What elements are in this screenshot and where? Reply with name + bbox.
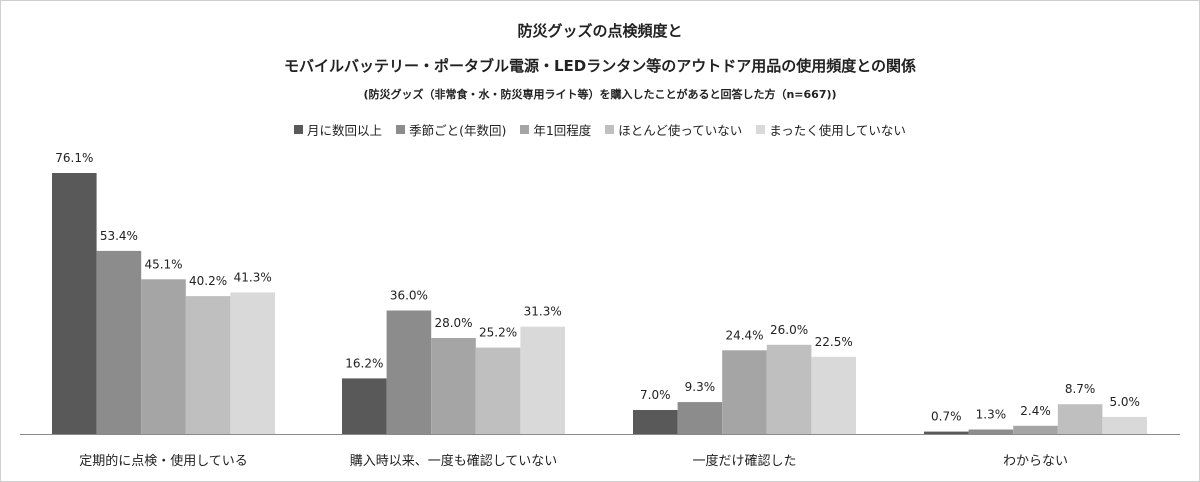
data-label: 53.4% [100, 229, 138, 243]
data-label: 1.3% [976, 408, 1007, 422]
data-label: 41.3% [234, 270, 272, 284]
bar [141, 279, 186, 434]
bar [968, 429, 1014, 434]
data-label: 28.0% [434, 316, 472, 330]
bar [475, 347, 521, 434]
category-label: 購入時以来、一度も確認していない [350, 453, 558, 469]
legend-item: 季節ごと(年数回) [396, 120, 506, 139]
data-label: 0.7% [931, 410, 962, 424]
legend-item: 月に数回以上 [294, 120, 382, 139]
data-label: 45.1% [144, 257, 182, 271]
chart-title-line1: 防災グッズの点検頻度と [517, 22, 683, 40]
legend-swatch [396, 125, 406, 134]
bar [1013, 425, 1058, 434]
bar [924, 431, 969, 434]
legend-label: 年1回程度 [533, 123, 592, 138]
legend-item: まったく使用していない [756, 120, 906, 139]
legend-label: ほとんど使っていない [618, 123, 743, 138]
bar [96, 250, 142, 434]
bar [766, 344, 812, 434]
legend-item: ほとんど使っていない [605, 120, 742, 139]
bar [431, 338, 476, 434]
data-label: 22.5% [815, 335, 853, 349]
bar [1102, 416, 1147, 434]
data-label: 40.2% [189, 274, 227, 288]
bar [811, 356, 856, 434]
legend-swatch [756, 125, 766, 134]
data-label: 8.7% [1065, 382, 1096, 396]
bar [722, 350, 767, 434]
data-label: 24.4% [725, 328, 763, 342]
data-label: 9.3% [685, 380, 716, 394]
chart-legend: 月に数回以上 季節ごと(年数回) 年1回程度 ほとんど使っていない まったく使用していな… [0, 120, 1200, 139]
category-label: わからない [1003, 454, 1068, 469]
bar [1057, 404, 1103, 434]
legend-label: 月に数回以上 [307, 123, 383, 138]
data-label: 25.2% [479, 326, 517, 340]
bar [677, 402, 723, 434]
data-label: 2.4% [1020, 404, 1051, 418]
bar [230, 292, 275, 434]
data-label: 36.0% [390, 289, 428, 303]
bar [342, 378, 387, 434]
bar [386, 310, 432, 434]
chart-subtitle: (防災グッズ（非常食・水・防災専用ライト等）を購入したことがあると回答した方（n… [363, 88, 837, 101]
legend-swatch [605, 125, 615, 134]
bar [633, 410, 678, 434]
data-label: 31.3% [524, 305, 562, 319]
bar [520, 326, 565, 434]
data-label: 26.0% [770, 323, 808, 337]
category-label: 一度だけ確認した [692, 453, 796, 469]
legend-label: 季節ごと(年数回) [409, 123, 507, 138]
data-label: 5.0% [1109, 395, 1140, 409]
legend-label: まったく使用していない [769, 123, 906, 138]
legend-swatch [294, 125, 304, 134]
bar [185, 296, 231, 434]
data-label: 7.0% [640, 388, 671, 402]
legend-item: 年1回程度 [520, 120, 591, 139]
category-label: 定期的に点検・使用している [79, 453, 248, 469]
data-label: 16.2% [345, 356, 383, 370]
data-label: 76.1% [55, 151, 93, 165]
bar [52, 173, 97, 434]
chart-title-line2: モバイルバッテリー・ポータブル電源・LEDランタン等のアウトドア用品の使用頻度と… [283, 57, 917, 75]
legend-swatch [520, 125, 530, 134]
